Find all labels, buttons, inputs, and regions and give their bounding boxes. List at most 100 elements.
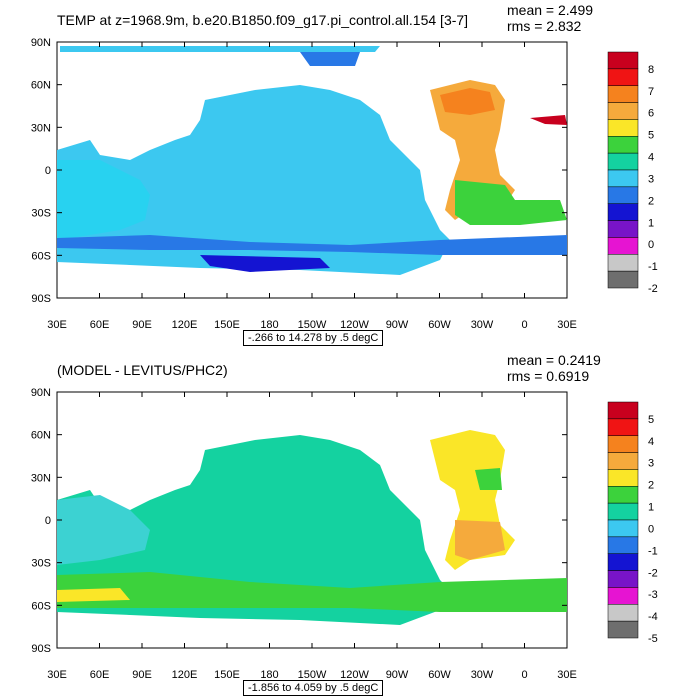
colorbar-swatch [607,102,639,120]
map-title: (MODEL - LEVITUS/PHC2) [57,362,228,378]
lon-tick-label: 30E [47,319,67,331]
lon-tick-label: 0 [521,319,527,331]
map-title: TEMP at z=1968.9m, b.e20.B1850.f09_g17.p… [57,12,469,28]
lon-tick-label: 30W [471,669,494,681]
lat-tick-label: 30S [31,208,51,220]
colorbar-swatch [607,418,639,436]
rms-value: rms = 2.832 [507,18,582,34]
lon-tick-label: 30W [471,319,494,331]
difference-map-svg: 90N 60N 30N 0 30S 60S 90S 30E 60E 90E 120E 150E 180 1… [31,387,658,681]
colorbar-swatch [607,136,639,154]
colorbar-swatch [607,502,639,521]
colorbar-swatch [607,519,639,538]
colorbar-label: 8 [648,64,654,76]
colorbar-label: 2 [648,480,654,492]
colorbar-swatch [607,186,639,204]
colorbar-label: 6 [648,108,654,120]
colorbar-label: -3 [648,589,658,601]
colorbar-swatch [607,553,639,571]
colorbar-swatch [607,237,639,255]
mean-value: mean = 0.2419 [507,352,601,368]
lon-tick-label: 150W [298,669,327,681]
colorbar-label: 5 [648,414,654,426]
colorbar-label: 7 [648,86,654,98]
lon-tick-label: 120E [172,669,198,681]
colorbar-label: 0 [648,239,654,251]
lon-tick-label: 90E [132,669,152,681]
colorbar-label: -2 [648,283,658,295]
colorbar-label: 2 [648,195,654,207]
colorbar-label: 3 [648,458,654,470]
map-panel-difference: 90N 60N 30N 0 30S 60S 90S 30E 60E 90E 120E 150E 180 1… [0,350,700,700]
lon-tick-label: 30E [47,669,67,681]
ocean-field [57,430,567,625]
lat-tick-label: 0 [45,165,51,177]
lat-tick-label: 90S [31,643,51,655]
colorbar-label: 4 [648,436,654,448]
contour-range-label: -.266 to 14.278 by .5 degC [243,330,384,346]
colorbar-swatch [607,570,639,588]
colorbar-label: -1 [648,545,658,557]
colorbar-swatch [607,604,639,622]
colorbar-label: -5 [648,633,658,645]
colorbar-label: -1 [648,261,658,273]
lon-tick-label: 30E [557,669,577,681]
lon-tick-label: 60E [90,319,110,331]
colorbar-label: 0 [648,523,654,535]
colorbar-swatch [607,270,639,289]
colorbar-swatch [607,152,639,171]
colorbar-swatch [607,85,639,103]
lon-tick-label: 30E [557,319,577,331]
colorbar-swatch [607,220,639,238]
colorbar-label: 4 [648,152,654,164]
lon-tick-label: 150E [214,319,240,331]
lat-tick-label: 60S [31,250,51,262]
lon-tick-label: 60W [428,669,451,681]
lat-tick-label: 30N [31,122,51,134]
lat-tick-label: 90N [31,387,51,399]
contour-range-label: -1.856 to 4.059 by .5 degC [243,680,384,696]
lat-tick-label: 90S [31,293,51,305]
colorbar-swatch [607,51,639,70]
lat-tick-label: 0 [45,515,51,527]
colorbar-label: 3 [648,173,654,185]
lon-tick-label: 60W [428,319,451,331]
lon-tick-label: 120E [172,319,198,331]
lon-tick-label: 60E [90,669,110,681]
colorbar-swatch [607,169,639,188]
lat-tick-label: 30S [31,558,51,570]
colorbar-label: 1 [648,217,654,229]
colorbar-swatch [607,536,639,554]
ocean-field [57,46,567,275]
map-panel-temperature: 90N 60N 30N 0 30S 60S 90S 30E 60E 90E 120E 150E 180 1… [31,2,658,346]
rms-value: rms = 0.6919 [507,368,590,384]
lat-tick-label: 60S [31,600,51,612]
colorbar-swatch [607,203,639,221]
lon-tick-label: 90E [132,319,152,331]
mean-value: mean = 2.499 [507,2,594,18]
colorbar-label: 5 [648,130,654,142]
colorbar-label: 1 [648,502,654,514]
colorbar-label: -4 [648,611,658,623]
colorbar-swatch [607,68,639,86]
colorbar-label: -2 [648,567,658,579]
lon-tick-label: 120W [340,319,369,331]
lon-tick-label: 150W [298,319,327,331]
lon-tick-label: 150E [214,669,240,681]
colorbar-swatch [607,587,639,605]
colorbar-swatch [607,119,639,137]
lat-tick-label: 60N [31,430,51,442]
lat-tick-label: 60N [31,80,51,92]
colorbar-swatch [607,401,639,420]
colorbar-swatch [607,254,639,272]
lon-tick-label: 90W [386,669,409,681]
lat-tick-label: 90N [31,37,51,49]
colorbar-swatch [607,435,639,453]
lon-tick-label: 180 [260,669,278,681]
lon-tick-label: 0 [521,669,527,681]
lon-tick-label: 180 [260,319,278,331]
lon-tick-label: 90W [386,319,409,331]
colorbar-swatch [607,620,639,639]
colorbar-swatch [607,486,639,504]
colorbar-swatch [607,452,639,470]
